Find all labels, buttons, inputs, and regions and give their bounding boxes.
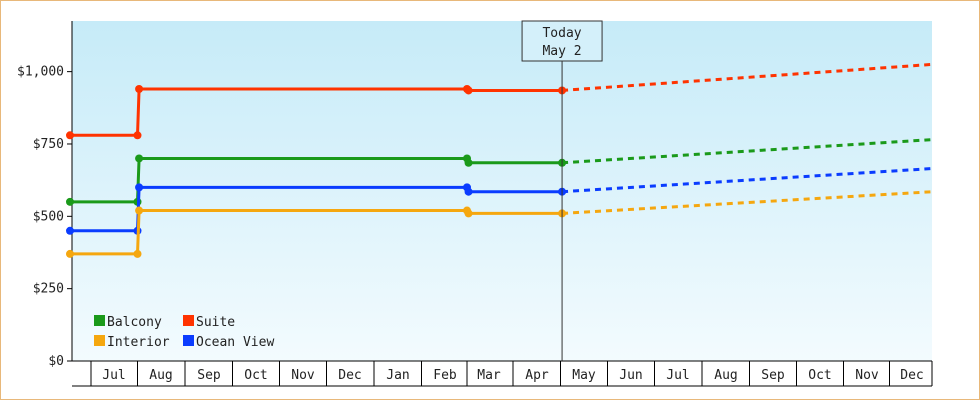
x-tick-label: Nov xyxy=(291,368,315,383)
x-tick-label: Sep xyxy=(761,368,785,383)
x-tick-label: Dec xyxy=(338,368,361,383)
x-tick-label: Sep xyxy=(197,368,221,383)
forecast-line-suite xyxy=(561,62,933,92)
legend-label-balcony: Balcony xyxy=(107,315,162,330)
forecast-line-balcony xyxy=(561,138,933,165)
data-point-interior xyxy=(66,249,74,258)
x-tick-label: Jul xyxy=(666,368,689,383)
forecast-line-ocean-view xyxy=(561,167,933,194)
legend-swatch-ocean-view xyxy=(183,335,194,346)
y-tick-label: $0 xyxy=(48,354,64,369)
x-tick-label: Aug xyxy=(149,368,172,383)
forecast-line-interior xyxy=(561,190,933,215)
x-tick-label: Oct xyxy=(244,368,267,383)
y-tick-label: $500 xyxy=(33,209,64,224)
legend-swatch-interior xyxy=(94,335,105,346)
legend-swatch-suite xyxy=(183,315,194,326)
legend-swatch-balcony xyxy=(94,315,105,326)
series-line-balcony xyxy=(70,156,563,204)
series-line-ocean-view xyxy=(70,185,563,233)
y-tick-label: $1,000 xyxy=(17,65,64,80)
x-tick-label: Oct xyxy=(808,368,831,383)
y-tick-label: $750 xyxy=(33,137,64,152)
legend-label-suite: Suite xyxy=(196,315,235,330)
data-point-interior xyxy=(135,206,144,215)
today-label: Today xyxy=(542,26,581,41)
x-tick-label: Nov xyxy=(855,368,879,383)
data-point-balcony xyxy=(464,158,473,167)
data-point-balcony xyxy=(135,154,144,163)
data-point-suite xyxy=(135,85,144,93)
data-point-balcony xyxy=(66,197,74,206)
data-point-suite xyxy=(464,86,473,95)
x-tick-label: Jul xyxy=(102,368,125,383)
data-point-ocean-view xyxy=(66,226,74,235)
x-tick-label: Mar xyxy=(477,368,501,383)
x-tick-label: Aug xyxy=(714,368,737,383)
data-point-suite xyxy=(66,131,74,140)
data-point-suite xyxy=(133,131,142,140)
data-point-interior xyxy=(464,209,473,218)
data-point-interior xyxy=(133,249,142,258)
series-line-interior xyxy=(70,209,563,256)
data-point-ocean-view xyxy=(135,183,144,192)
y-tick-label: $250 xyxy=(33,282,64,297)
legend-label-interior: Interior xyxy=(107,335,170,350)
legend-label-ocean-view: Ocean View xyxy=(196,335,274,350)
x-tick-label: Dec xyxy=(900,368,923,383)
series-line-suite xyxy=(70,87,563,137)
today-box xyxy=(521,20,603,62)
today-date-label: May 2 xyxy=(542,44,581,59)
data-point-ocean-view xyxy=(464,187,473,196)
x-tick-label: Feb xyxy=(433,368,457,383)
x-tick-label: Jan xyxy=(386,368,409,383)
x-tick-label: Jun xyxy=(619,368,642,383)
x-tick-label: May xyxy=(572,368,596,383)
x-tick-label: Apr xyxy=(525,368,549,383)
